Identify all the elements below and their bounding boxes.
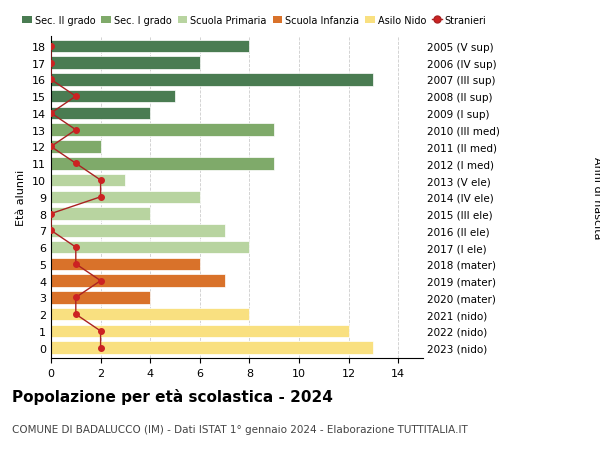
Text: Anni di nascita: Anni di nascita bbox=[592, 156, 600, 239]
Bar bbox=[51, 325, 349, 337]
Bar bbox=[51, 308, 250, 321]
Text: COMUNE DI BADALUCCO (IM) - Dati ISTAT 1° gennaio 2024 - Elaborazione TUTTITALIA.: COMUNE DI BADALUCCO (IM) - Dati ISTAT 1°… bbox=[12, 425, 468, 435]
Bar bbox=[51, 91, 175, 103]
Bar bbox=[51, 74, 373, 86]
Bar bbox=[51, 341, 373, 354]
Bar bbox=[51, 258, 200, 271]
Bar bbox=[51, 141, 101, 153]
Bar bbox=[51, 241, 250, 254]
Bar bbox=[51, 157, 274, 170]
Bar bbox=[51, 57, 200, 70]
Bar bbox=[51, 224, 224, 237]
Bar bbox=[51, 107, 150, 120]
Bar bbox=[51, 275, 224, 287]
Bar bbox=[51, 40, 250, 53]
Y-axis label: Età alunni: Età alunni bbox=[16, 169, 26, 225]
Bar bbox=[51, 124, 274, 137]
Bar bbox=[51, 208, 150, 220]
Bar bbox=[51, 174, 125, 187]
Bar bbox=[51, 191, 200, 204]
Bar bbox=[51, 291, 150, 304]
Text: Popolazione per età scolastica - 2024: Popolazione per età scolastica - 2024 bbox=[12, 388, 333, 404]
Legend: Sec. II grado, Sec. I grado, Scuola Primaria, Scuola Infanzia, Asilo Nido, Stran: Sec. II grado, Sec. I grado, Scuola Prim… bbox=[22, 16, 486, 26]
